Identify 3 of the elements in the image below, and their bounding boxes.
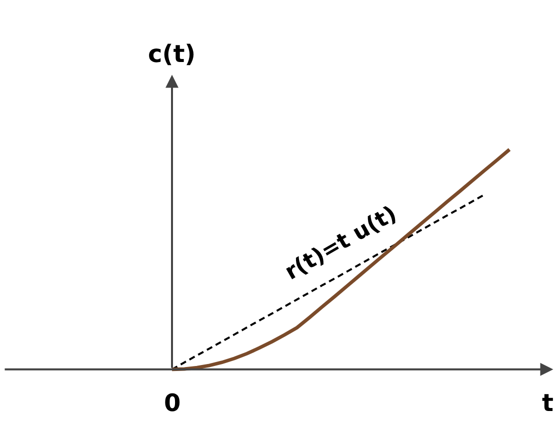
y-axis-title: c(t) — [148, 40, 196, 68]
x-axis-title: t — [542, 389, 554, 417]
text: 0 — [164, 389, 181, 417]
